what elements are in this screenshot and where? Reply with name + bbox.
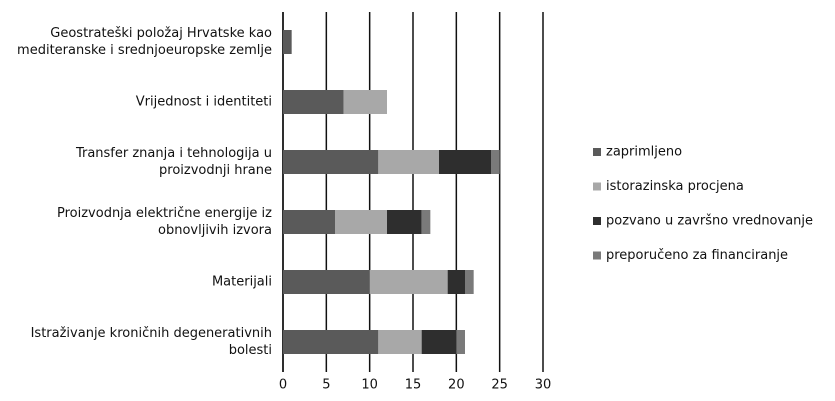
legend-label: zaprimljeno [606,145,682,160]
bar-segment [343,90,387,114]
category-label: Vrijednost i identiteti [135,94,272,110]
bar-segment [491,150,500,174]
bar-segment [447,270,465,294]
category-label: Proizvodnja električne energije iz obnov… [56,206,272,238]
bar-segment [465,270,474,294]
category-label: Materijali [211,274,272,290]
bar-segment [421,210,431,234]
bar-segment [283,150,379,174]
category-label: Transfer znanja i tehnologija u proizvod… [75,146,272,178]
legend-label: pozvano u završno vrednovanje [606,214,813,229]
bar-segment [421,330,457,354]
x-tick-label: 30 [535,378,552,393]
legend-label: istorazinska procjena [606,179,744,194]
legend-swatch [593,182,601,191]
bar-segment [456,330,465,354]
bar-segment [283,270,370,294]
legend-swatch [593,251,601,260]
legend-swatch [593,148,601,156]
category-label: Geostrateški položaj Hrvatske kao medite… [17,26,272,58]
x-tick-label: 10 [361,378,378,393]
bar-segment [378,150,439,174]
bar-segment [378,330,422,354]
bar-segment [439,150,491,174]
x-tick-label: 5 [322,378,330,393]
category-label: Istraživanje kroničnih degenerativnih bo… [30,326,272,358]
x-tick-label: 0 [279,378,287,393]
x-tick-label: 25 [491,378,508,393]
legend-swatch [593,217,601,225]
x-tick-label: 20 [448,378,465,393]
bar-segment [369,270,448,294]
bar-segment [283,30,292,54]
x-tick-label: 15 [405,378,422,393]
bar-segment [283,90,344,114]
bar-segment [283,210,335,234]
legend-label: preporučeno za financiranje [606,248,788,263]
bar-segment [335,210,387,234]
bar-segment [283,330,379,354]
bar-segment [387,210,422,234]
